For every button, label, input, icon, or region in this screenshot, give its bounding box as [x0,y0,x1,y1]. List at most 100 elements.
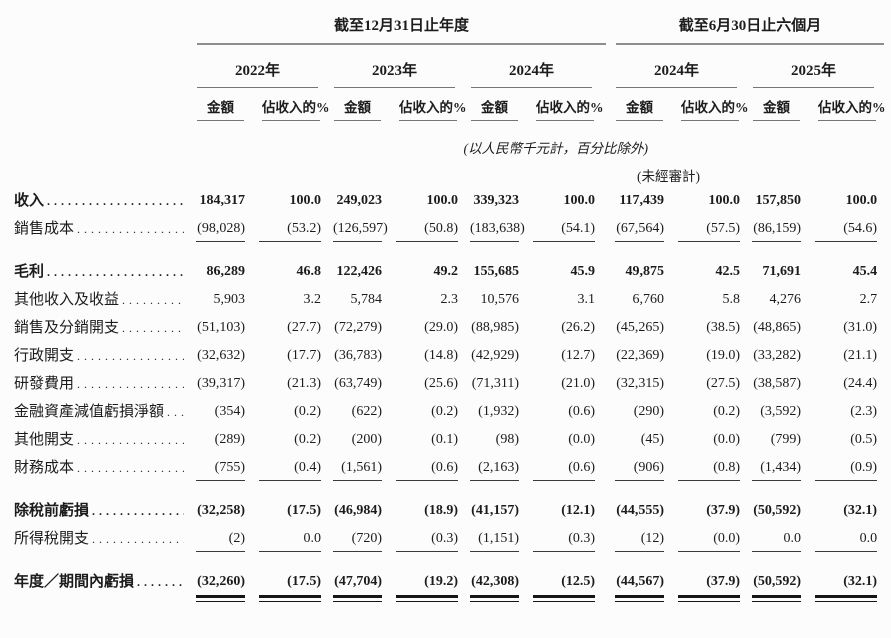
percent-cell: (37.9) [678,486,752,525]
amount-cell: (45,265) [615,314,678,342]
cell-value: 155,685 [473,264,520,279]
percent-cell: (32.1) [815,486,889,525]
financial-summary-table: 截至12月31日止年度 截至6月30日止六個月 2022年 2023年 2024… [14,14,889,607]
cell-value: 5,903 [213,292,246,307]
cell-value: (1,561) [333,459,382,481]
cell-value: (354) [214,404,245,419]
cell-value: (33,282) [753,348,802,363]
amount-cell: 4,276 [752,286,815,314]
cell-value: (27.5) [706,376,741,391]
cell-value: (1,932) [478,404,519,419]
cell-value: (0.6) [533,459,596,481]
amount-cell: 157,850 [752,187,815,215]
cell-value: (71,311) [471,376,519,391]
row-label-text: 銷售成本 [14,221,75,237]
row-label: 毛利 [14,247,196,286]
cell-value: (98,028) [196,220,245,242]
cell-value: (32.1) [843,574,878,589]
double-rule [259,595,321,602]
percent-cell: (50.8) [396,215,470,247]
amount-cell: (906) [615,454,678,486]
amount-cell: (354) [196,398,259,426]
amount-cell: (44,555) [615,486,678,525]
amount-cell: (46,984) [333,486,396,525]
cell-value: (289) [214,432,245,447]
cell-value: (0.5) [850,432,878,447]
cell-value: 49,875 [625,264,665,279]
row-label: 銷售成本 [14,215,196,243]
cell-value: (72,279) [334,320,382,335]
cell-value: (86,159) [752,220,802,242]
table-row: 財務成本 (755) (0.4) (1,561) (0.6) (2,163) (0.6) (9… [14,454,889,486]
dot-leader [137,573,184,591]
cell-value: (31.0) [843,320,878,335]
units-note-row: (以人民幣千元計，百分比除外) [14,122,889,157]
double-rule [533,595,596,602]
percent-cell: (32.1) [815,557,889,607]
percent-cell: 3.1 [533,286,607,314]
percent-cell: (53.2) [259,215,333,247]
row-label: 收入 [14,187,196,215]
cell-value: 46.8 [296,264,322,279]
percent-cell: (54.6) [815,215,889,247]
percent-cell: 3.2 [259,286,333,314]
amount-header: 金額 [196,89,259,122]
percent-cell: (0.2) [678,398,752,426]
column-gap [607,525,615,557]
percent-cell: (26.2) [533,314,607,342]
percent-cell: (0.8) [678,454,752,486]
cell-value: (2) [196,530,245,552]
cell-value: (19.0) [706,348,741,363]
cell-value: (0.3) [533,530,596,552]
amount-header: 金額 [470,89,533,122]
percent-header: 佔收入的% [678,89,752,122]
amount-cell: (183,638) [470,215,533,247]
amount-cell: (39,317) [196,370,259,398]
cell-value: (51,103) [197,320,245,335]
dot-leader [77,431,184,449]
amount-cell: 117,439 [615,187,678,215]
cell-value: (0.2) [431,404,458,419]
table-row: 其他開支 (289) (0.2) (200) (0.1) (98) (0.0) (45) (0.… [14,426,889,454]
cell-value: (14.8) [424,348,458,363]
percent-cell: 2.7 [815,286,889,314]
percent-cell: (29.0) [396,314,470,342]
year-header-2025-interim: 2025年 [752,46,889,89]
cell-value: (42,929) [471,348,519,363]
cell-value: (755) [196,459,245,481]
cell-value: (22,369) [616,348,665,363]
cell-value: (98) [495,432,519,447]
double-rule [752,595,802,602]
cell-value: (44,567) [616,574,665,589]
cell-value: (25.6) [424,376,458,391]
period-group-interim-label: 截至6月30日止六個月 [616,16,885,45]
amount-cell: (72,279) [333,314,396,342]
amount-cell: (1,932) [470,398,533,426]
table-row: 行政開支 (32,632) (17.7) (36,783) (14.8) (42,929)… [14,342,889,370]
amount-cell: (3,592) [752,398,815,426]
cell-value: (88,985) [471,320,519,335]
percent-cell: (0.3) [396,525,470,557]
cell-value: (19.2) [424,574,458,589]
amount-cell: (50,592) [752,557,815,607]
cell-value: (50.8) [396,220,458,242]
amount-cell: (86,159) [752,215,815,247]
percent-cell: (0.3) [533,525,607,557]
amount-cell: (98,028) [196,215,259,247]
cell-value: (67,564) [615,220,665,242]
units-note: (以人民幣千元計，百分比除外) [463,141,649,156]
dot-leader [167,403,184,421]
percent-header: 佔收入的% [533,89,607,122]
percent-cell: (2.3) [815,398,889,426]
row-label: 研發費用 [14,370,196,398]
unaudited-note: (未經審計) [637,169,701,184]
percent-cell: (21.0) [533,370,607,398]
amount-cell: (22,369) [615,342,678,370]
amount-cell: (63,749) [333,370,396,398]
percent-cell: (38.5) [678,314,752,342]
percent-cell: (0.6) [533,398,607,426]
percent-header: 佔收入的% [396,89,470,122]
column-gap [607,187,615,215]
percent-cell: (18.9) [396,486,470,525]
amount-cell: (36,783) [333,342,396,370]
